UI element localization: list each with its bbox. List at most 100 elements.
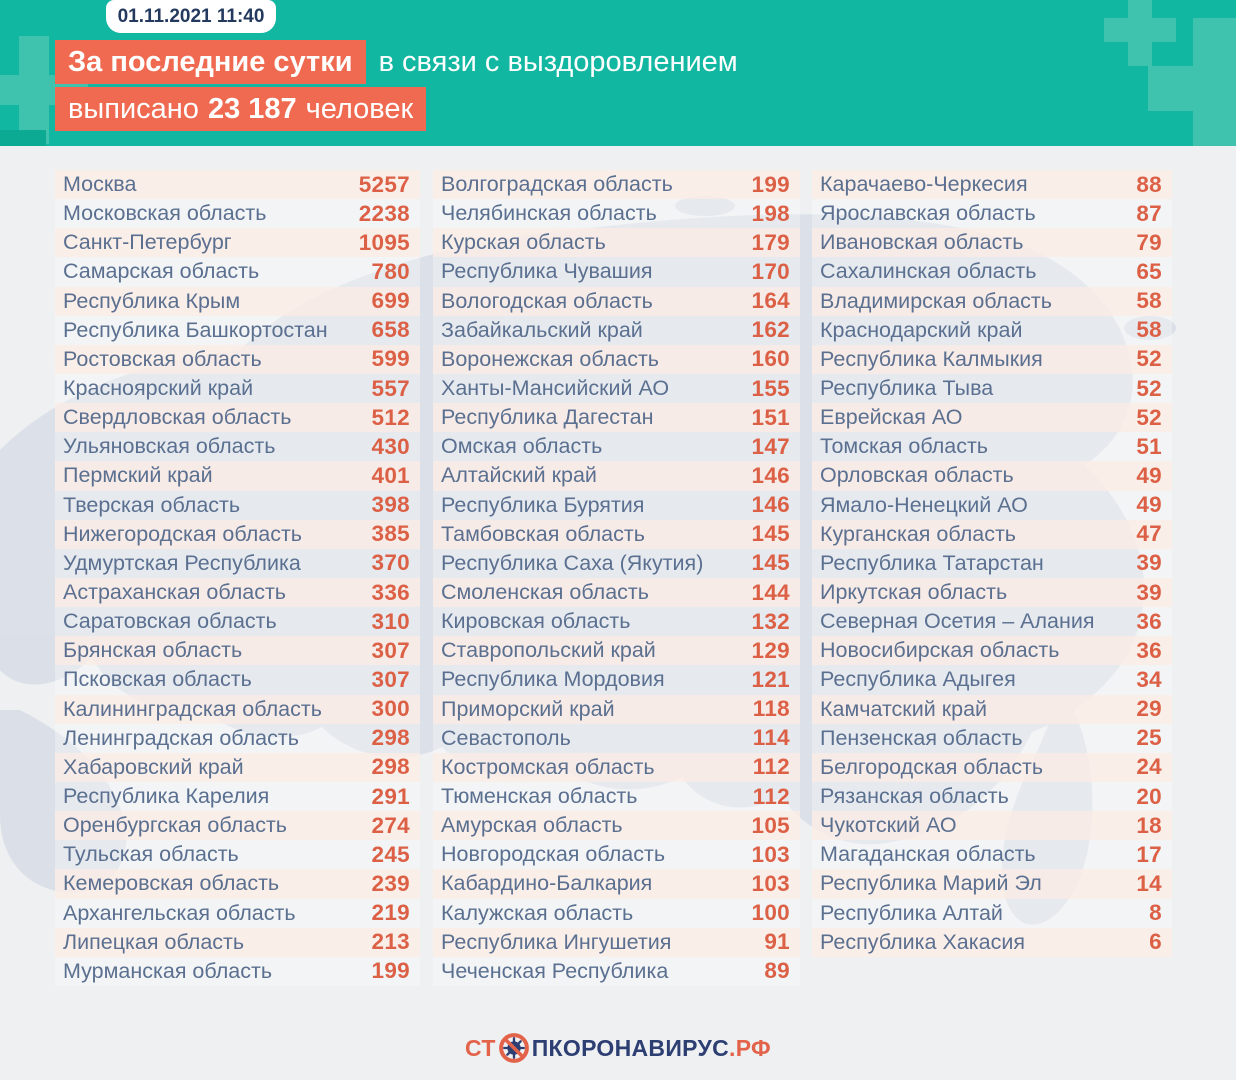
table-row: Республика Дагестан 151 xyxy=(433,403,800,433)
region-name: Иркутская область xyxy=(820,580,1008,605)
table-row: Карачаево-Черкесия 88 xyxy=(812,170,1172,200)
region-name: Республика Крым xyxy=(63,288,241,313)
region-value: 599 xyxy=(371,346,410,372)
people-label: человек xyxy=(305,92,414,125)
table-row: Ямало-Ненецкий АО 49 xyxy=(812,490,1172,520)
table-row: Республика Мордовия 121 xyxy=(433,665,800,695)
region-value: 103 xyxy=(751,841,790,867)
table-row: Северная Осетия – Алания 36 xyxy=(812,607,1172,637)
region-value: 5257 xyxy=(358,171,410,197)
table-row: Новосибирская область 36 xyxy=(812,636,1172,666)
region-value: 245 xyxy=(371,841,410,867)
region-name: Псковская область xyxy=(63,667,252,692)
region-name: Республика Алтай xyxy=(820,900,1003,925)
table-row: Еврейская АО 52 xyxy=(812,403,1172,433)
table-row: Республика Башкортостан 658 xyxy=(55,315,420,345)
table-row: Волгоградская область 199 xyxy=(433,170,800,200)
table-row: Белгородская область 24 xyxy=(812,752,1172,782)
region-name: Амурская область xyxy=(441,813,623,838)
region-name: Ямало-Ненецкий АО xyxy=(820,492,1028,517)
region-name: Республика Адыгея xyxy=(820,667,1016,692)
region-column-1: Москва 5257 Московская область 2238 Санкт-Пе… xyxy=(55,170,420,986)
region-value: 91 xyxy=(764,929,790,955)
region-value: 274 xyxy=(371,812,410,838)
region-name: Саратовская область xyxy=(63,609,277,634)
title-line-2: выписано 23 187 человек xyxy=(55,87,427,131)
region-name: Воронежская область xyxy=(441,346,659,371)
region-value: 151 xyxy=(751,404,790,430)
region-name: Нижегородская область xyxy=(63,521,302,546)
region-name: Тульская область xyxy=(63,842,239,867)
region-value: 47 xyxy=(1136,521,1162,547)
region-value: 49 xyxy=(1136,492,1162,518)
table-row: Алтайский край 146 xyxy=(433,461,800,491)
region-value: 198 xyxy=(751,200,790,226)
region-name: Челябинская область xyxy=(441,201,657,226)
stopcoronavirus-logo[interactable]: СТ ПКОРОНАВИРУС .РФ xyxy=(465,1032,771,1064)
region-value: 112 xyxy=(752,783,790,809)
region-name: Севастополь xyxy=(441,725,571,750)
region-name: Еврейская АО xyxy=(820,405,963,430)
region-name: Томская область xyxy=(820,434,989,459)
region-value: 14 xyxy=(1136,870,1162,896)
table-row: Республика Калмыкия 52 xyxy=(812,344,1172,374)
logo-text-middle: ПКОРОНАВИРУС xyxy=(531,1034,730,1061)
table-row: Хабаровский край 298 xyxy=(55,752,420,782)
plus-icon xyxy=(0,130,46,146)
region-name: Кемеровская область xyxy=(63,871,280,896)
region-value: 780 xyxy=(371,258,410,284)
table-row: Республика Бурятия 146 xyxy=(433,490,800,520)
table-row: Краснодарский край 58 xyxy=(812,315,1172,345)
region-name: Волгоградская область xyxy=(441,172,673,197)
title-highlight-2: выписано 23 187 человек xyxy=(55,87,427,131)
region-name: Северная Осетия – Алания xyxy=(820,609,1095,634)
region-name: Рязанская область xyxy=(820,784,1009,809)
region-value: 24 xyxy=(1136,754,1162,780)
region-name: Ханты-Мансийский АО xyxy=(441,376,670,401)
region-name: Республика Калмыкия xyxy=(820,346,1043,371)
region-value: 51 xyxy=(1136,433,1162,459)
region-name: Самарская область xyxy=(63,259,260,284)
region-value: 58 xyxy=(1136,317,1162,343)
table-row: Севастополь 114 xyxy=(433,723,800,753)
table-row: Республика Марий Эл 14 xyxy=(812,869,1172,899)
table-row: Калужская область 100 xyxy=(433,898,800,928)
region-value: 103 xyxy=(751,870,790,896)
region-value: 557 xyxy=(371,375,410,401)
region-name: Алтайский край xyxy=(441,463,597,488)
table-row: Омская область 147 xyxy=(433,432,800,462)
region-value: 155 xyxy=(751,375,790,401)
region-name: Архангельская область xyxy=(63,900,296,925)
region-value: 88 xyxy=(1136,171,1162,197)
region-value: 160 xyxy=(751,346,790,372)
region-name: Республика Хакасия xyxy=(820,929,1025,954)
table-row: Самарская область 780 xyxy=(55,257,420,287)
table-row: Ханты-Мансийский АО 155 xyxy=(433,373,800,404)
region-value: 58 xyxy=(1136,288,1162,314)
region-name: Мурманская область xyxy=(63,958,273,983)
table-row: Республика Тыва 52 xyxy=(812,373,1172,404)
region-value: 118 xyxy=(752,696,790,722)
table-row: Псковская область 307 xyxy=(55,665,420,695)
region-name: Ивановская область xyxy=(820,230,1024,255)
table-row: Чеченская Республика 89 xyxy=(433,956,800,986)
region-value: 52 xyxy=(1136,404,1162,430)
region-name: Сахалинская область xyxy=(820,259,1037,284)
region-name: Республика Мордовия xyxy=(441,667,665,692)
table-row: Ульяновская область 430 xyxy=(55,432,420,462)
region-name: Республика Саха (Якутия) xyxy=(441,550,704,575)
region-name: Астраханская область xyxy=(63,580,286,605)
table-row: Ростовская область 599 xyxy=(55,344,420,374)
table-row: Чукотский АО 18 xyxy=(812,811,1172,841)
region-name: Ставропольский край xyxy=(441,638,656,663)
region-name: Белгородская область xyxy=(820,754,1044,779)
table-row: Республика Крым 699 xyxy=(55,286,420,316)
region-name: Тверская область xyxy=(63,492,241,517)
region-name: Удмуртская Республика xyxy=(63,550,301,575)
region-value: 36 xyxy=(1136,637,1162,663)
table-row: Сахалинская область 65 xyxy=(812,257,1172,287)
region-value: 239 xyxy=(371,870,410,896)
region-name: Липецкая область xyxy=(63,929,245,954)
table-row: Ставропольский край 129 xyxy=(433,636,800,666)
region-value: 6 xyxy=(1149,929,1162,955)
